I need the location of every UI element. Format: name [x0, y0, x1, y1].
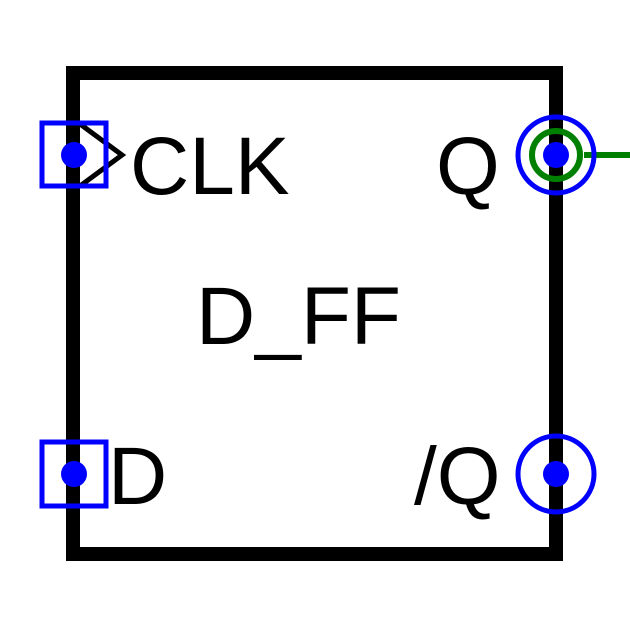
- pin-q[interactable]: [515, 114, 597, 196]
- pin-clk-dot[interactable]: [61, 142, 87, 168]
- pin-d[interactable]: [39, 439, 109, 509]
- component-name: D_FF: [196, 271, 401, 362]
- pin-q-marker[interactable]: [515, 114, 597, 196]
- pin-q-connection-ring: [529, 128, 583, 182]
- pin-qbar[interactable]: [515, 433, 597, 515]
- pin-label-q: Q: [436, 121, 500, 212]
- pin-clk-marker[interactable]: [39, 120, 109, 189]
- pin-qbar-marker[interactable]: [515, 433, 597, 515]
- clock-triangle-icon: [78, 121, 127, 189]
- pin-label-qbar: /Q: [414, 431, 501, 522]
- pin-d-dot[interactable]: [61, 461, 87, 487]
- pin-label-d: D: [108, 431, 167, 522]
- pin-q-dot[interactable]: [543, 142, 569, 168]
- pin-d-marker[interactable]: [39, 439, 109, 509]
- component-body: [66, 66, 563, 561]
- pin-qbar-dot[interactable]: [543, 461, 569, 487]
- pin-clk[interactable]: [39, 120, 109, 189]
- pin-label-clk: CLK: [130, 121, 290, 212]
